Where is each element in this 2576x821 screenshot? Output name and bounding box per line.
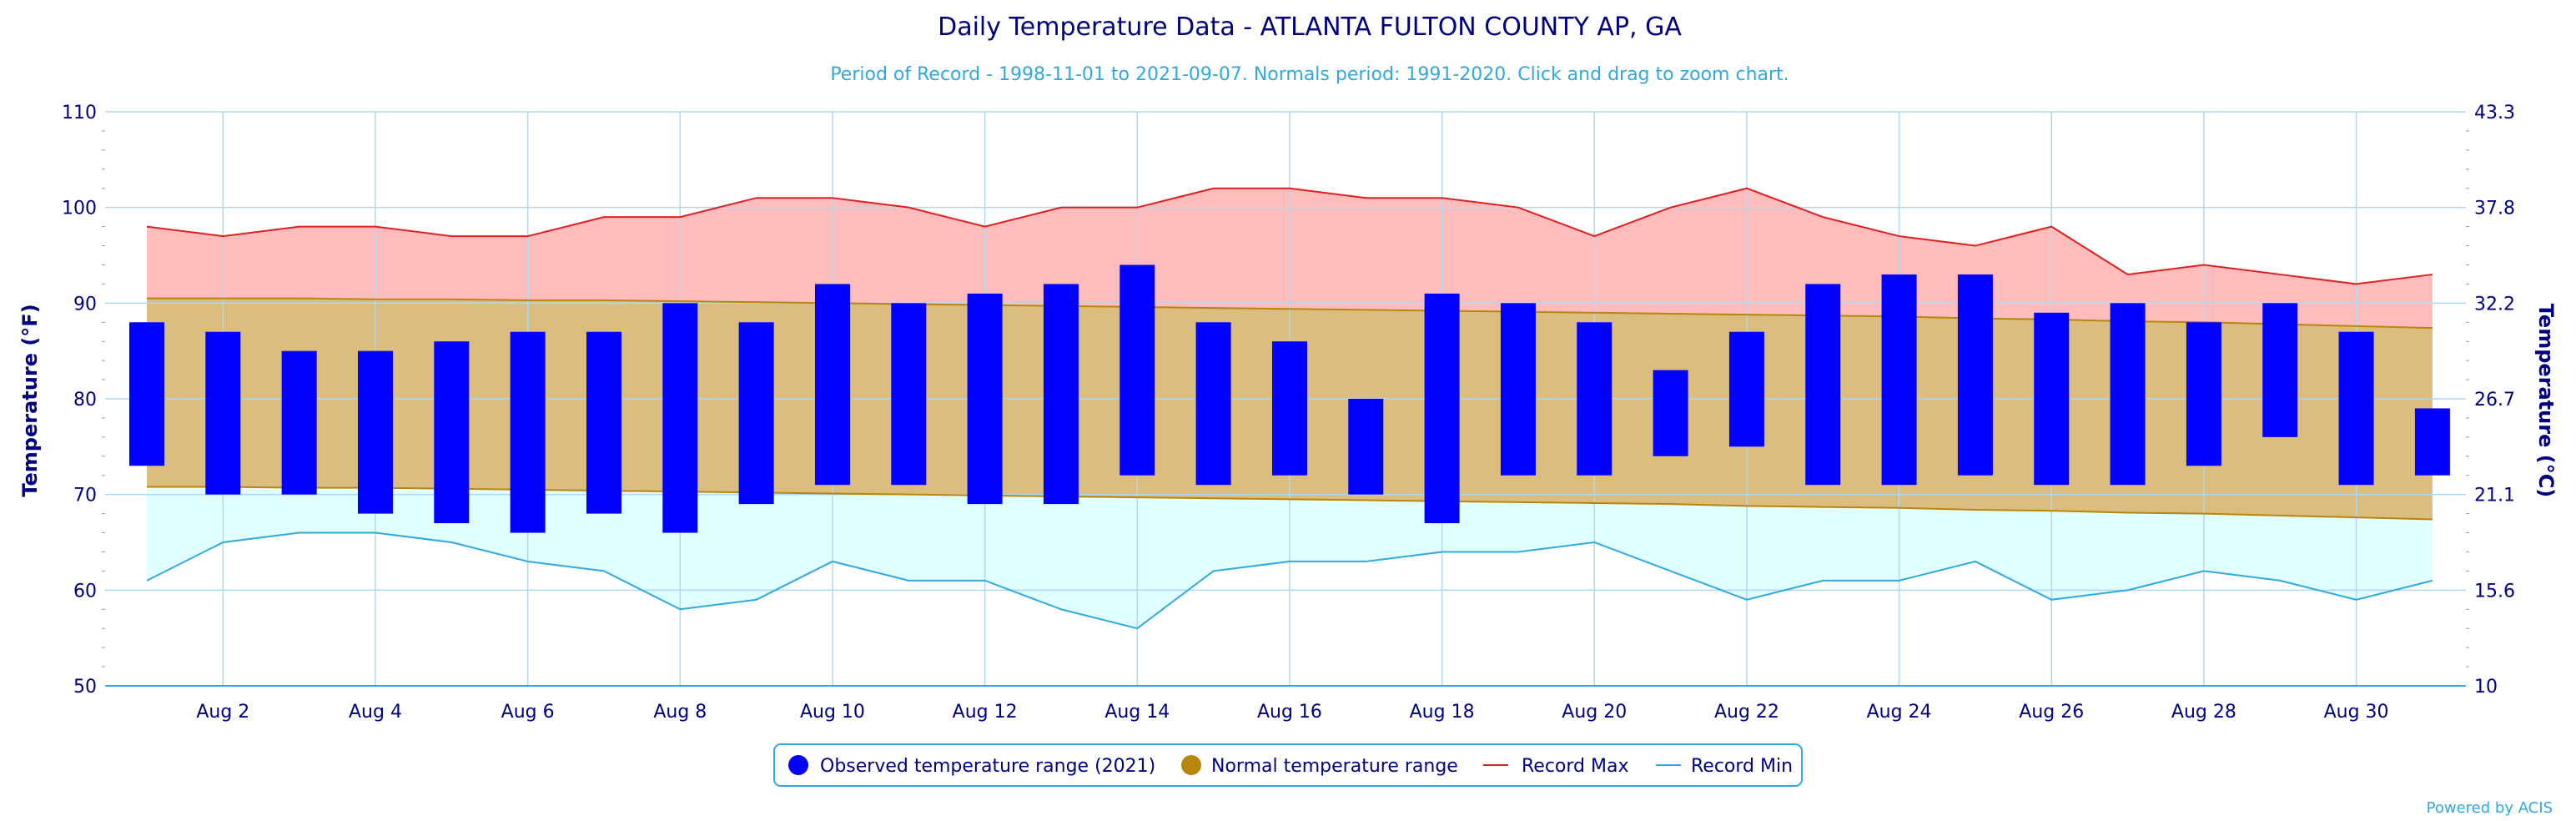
y-axis-left: 50 60 70 80 90 100 110	[62, 103, 97, 698]
observed-bar[interactable]	[2414, 408, 2450, 476]
y-tick-label-right: 26.7	[2474, 390, 2515, 410]
observed-bar[interactable]	[281, 350, 317, 495]
x-tick-label: Aug 10	[800, 702, 865, 723]
x-tick-label: Aug 24	[1867, 702, 1932, 723]
observed-bar[interactable]	[738, 322, 774, 505]
y-tick-label-left: 110	[62, 103, 97, 123]
legend-normal-marker	[1181, 755, 1201, 775]
y-tick-label-left: 70	[73, 486, 97, 506]
observed-bar[interactable]	[586, 331, 621, 514]
observed-bar[interactable]	[967, 293, 1003, 505]
credit-link[interactable]: Powered by ACIS	[2427, 799, 2553, 817]
x-tick-label: Aug 22	[1714, 702, 1779, 723]
observed-bar[interactable]	[814, 284, 850, 486]
x-tick-label: Aug 12	[953, 702, 1018, 723]
legend-record-max-label: Record Max	[1522, 756, 1629, 777]
observed-bar[interactable]	[129, 322, 164, 466]
legend-record-min-label: Record Min	[1691, 756, 1793, 777]
legend-item-record-max[interactable]: Record Max	[1483, 756, 1629, 777]
observed-bar[interactable]	[2338, 331, 2374, 486]
observed-bar[interactable]	[510, 331, 546, 533]
y-tick-label-left: 50	[73, 677, 97, 698]
y-tick-label-right: 37.8	[2474, 199, 2515, 219]
y-tick-label-right: 43.3	[2474, 103, 2515, 123]
observed-bar[interactable]	[2262, 303, 2298, 437]
observed-bar[interactable]	[1271, 341, 1307, 476]
chart-title: Daily Temperature Data - ATLANTA FULTON …	[938, 13, 1682, 42]
observed-bar[interactable]	[1805, 284, 1841, 486]
y-tick-label-right: 32.2	[2474, 294, 2515, 315]
observed-bar[interactable]	[662, 303, 698, 533]
legend-normal-label: Normal temperature range	[1211, 756, 1458, 777]
x-axis: Aug 2 Aug 4 Aug 6 Aug 8 Aug 10 Aug 12 Aug 14 Au…	[196, 702, 2388, 723]
legend: Observed temperature range (2021) Normal…	[773, 743, 1803, 787]
record-max-line	[146, 187, 2433, 285]
observed-bar[interactable]	[1728, 331, 1764, 447]
y-tick-label-right: 15.6	[2474, 581, 2515, 602]
observed-bar[interactable]	[2034, 312, 2070, 486]
y-tick-label-right: 10	[2474, 677, 2498, 698]
observed-bar[interactable]	[2110, 303, 2146, 486]
observed-bar[interactable]	[1119, 264, 1155, 476]
legend-observed-label: Observed temperature range (2021)	[820, 756, 1155, 777]
y-tick-label-left: 60	[73, 581, 97, 602]
x-tick-label: Aug 6	[501, 702, 555, 723]
y-tick-label-left: 100	[62, 199, 97, 219]
y-tick-label-left: 90	[73, 294, 97, 315]
legend-observed-marker	[788, 755, 808, 775]
background-bands	[147, 188, 2433, 629]
observed-bar[interactable]	[1043, 284, 1079, 505]
observed-bar[interactable]	[1424, 293, 1460, 524]
observed-bar[interactable]	[1577, 322, 1613, 476]
observed-bar[interactable]	[1653, 370, 1688, 456]
x-tick-label: Aug 26	[2019, 702, 2084, 723]
x-tick-label: Aug 14	[1104, 702, 1170, 723]
observed-bar[interactable]	[1348, 399, 1384, 495]
legend-box	[773, 743, 1803, 787]
observed-bar[interactable]	[205, 331, 241, 495]
legend-item-observed[interactable]: Observed temperature range (2021)	[788, 755, 1155, 777]
x-tick-label: Aug 8	[653, 702, 707, 723]
observed-bar[interactable]	[1195, 322, 1231, 486]
y-tick-label-right: 21.1	[2474, 486, 2515, 506]
observed-bar[interactable]	[357, 350, 393, 514]
observed-bar[interactable]	[434, 341, 470, 524]
y-axis-title-right: Temperature (°C)	[2534, 304, 2558, 498]
legend-item-normal[interactable]: Normal temperature range	[1181, 755, 1458, 777]
chart-subtitle: Period of Record - 1998-11-01 to 2021-09…	[830, 64, 1789, 85]
observed-bar[interactable]	[891, 303, 927, 486]
x-tick-label: Aug 30	[2324, 702, 2389, 723]
y-axis-title-left: Temperature (°F)	[18, 304, 42, 496]
observed-bar[interactable]	[2186, 322, 2221, 466]
x-tick-label: Aug 2	[196, 702, 249, 723]
y-tick-label-left: 80	[73, 390, 97, 410]
x-tick-label: Aug 16	[1257, 702, 1322, 723]
x-tick-label: Aug 4	[349, 702, 402, 723]
y-axis-right: 10 15.6 21.1 26.7 32.2 37.8 43.3	[2474, 103, 2515, 698]
record-min-line	[146, 531, 2433, 630]
observed-bar[interactable]	[1500, 303, 1536, 476]
observed-bars[interactable]	[129, 264, 2450, 533]
x-tick-label: Aug 20	[1562, 702, 1627, 723]
x-tick-label: Aug 18	[1410, 702, 1475, 723]
x-tick-label: Aug 28	[2171, 702, 2236, 723]
legend-item-record-min[interactable]: Record Min	[1656, 756, 1793, 777]
observed-bar[interactable]	[1881, 274, 1917, 486]
observed-bar[interactable]	[1957, 274, 1993, 476]
